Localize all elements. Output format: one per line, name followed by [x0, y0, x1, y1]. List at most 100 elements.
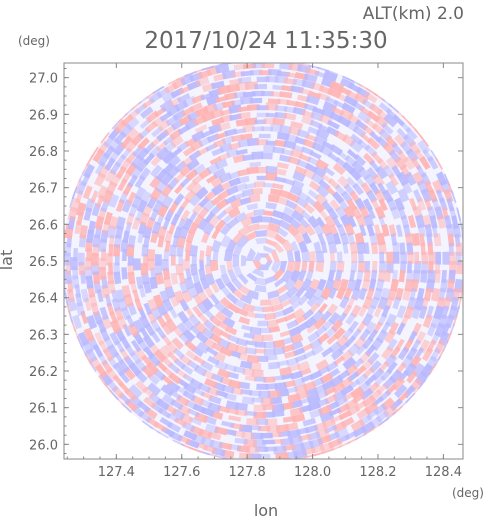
heatmap-cell [240, 216, 254, 228]
heatmap-cell [364, 344, 377, 357]
heatmap-cell [358, 304, 368, 318]
heatmap-cell [414, 251, 420, 265]
heatmap-cell [408, 140, 422, 155]
heatmap-cell [249, 97, 263, 104]
heatmap-cell [260, 216, 273, 223]
heatmap-cell [106, 344, 120, 359]
heatmap-cell [369, 103, 384, 116]
heatmap-cell [303, 202, 315, 214]
heatmap-cell [406, 370, 419, 384]
heatmap-cell [281, 270, 294, 284]
heatmap-cell [180, 209, 191, 222]
heatmap-cell [231, 231, 243, 244]
heatmap-cell [330, 348, 344, 361]
heatmap-cell [434, 322, 447, 338]
heatmap-cell [410, 112, 424, 125]
heatmap-cell [327, 63, 342, 69]
heatmap-cell [353, 153, 367, 167]
heatmap-cell [285, 199, 298, 210]
heatmap-cell [163, 249, 170, 261]
heatmap-cell [150, 164, 163, 178]
heatmap-cell [254, 55, 267, 61]
heatmap-cell [318, 63, 334, 66]
heatmap-cell [265, 228, 279, 239]
heatmap-cell [275, 452, 289, 459]
heatmap-cell [428, 131, 442, 147]
heatmap-cell [390, 206, 401, 220]
heatmap-cell [264, 312, 276, 321]
heatmap-cell [114, 153, 127, 168]
heatmap-cell [436, 363, 449, 379]
heatmap-cell [232, 254, 239, 267]
heatmap-cell [206, 255, 211, 266]
heatmap-cell [108, 262, 114, 275]
heatmap-cell [397, 346, 410, 361]
heatmap-cell [169, 134, 184, 148]
heatmap-cell [256, 166, 268, 174]
heatmap-cell [267, 390, 280, 398]
heatmap-cell [297, 294, 309, 306]
heatmap-cell [456, 251, 462, 265]
heatmap-cell [181, 290, 193, 303]
heatmap-cell [445, 347, 456, 362]
heatmap-cell [244, 182, 257, 190]
heatmap-cell [264, 348, 276, 356]
heatmap-cell [467, 224, 474, 238]
heatmap-cell [420, 188, 432, 203]
heatmap-cell [392, 296, 401, 310]
heatmap-cell [459, 314, 463, 329]
heatmap-cell [246, 354, 259, 364]
heatmap-cell [235, 337, 248, 347]
heatmap-cell [332, 232, 342, 245]
heatmap-cell [256, 139, 269, 146]
heatmap-cell [172, 235, 179, 248]
heatmap-cell [74, 284, 81, 298]
heatmap-cell [301, 250, 310, 262]
heatmap-cell [279, 366, 292, 376]
heatmap-cell [271, 261, 282, 275]
heatmap-cell [317, 303, 328, 315]
heatmap-cell [71, 348, 82, 362]
heatmap-cell [368, 78, 383, 90]
x-tick-label: 128.4 [425, 465, 462, 480]
heatmap-cell [161, 393, 176, 407]
heatmap-cell [293, 204, 306, 215]
heatmap-cell [283, 206, 296, 217]
heatmap-cell [282, 306, 295, 316]
heatmap-cell [300, 210, 312, 222]
heatmap-cell [270, 217, 282, 226]
heatmap-cell [332, 421, 347, 433]
heatmap-cell [237, 138, 251, 148]
heatmap-cell [283, 140, 297, 150]
heatmap-cell [80, 139, 94, 155]
heatmap-cell [182, 390, 196, 402]
heatmap-cell [226, 260, 233, 272]
heatmap-cell [205, 273, 216, 286]
heatmap-cell [344, 222, 355, 236]
heatmap-cell [407, 251, 414, 264]
heatmap-cell [393, 251, 400, 264]
heatmap-cell [312, 200, 326, 213]
heatmap-cell [101, 393, 114, 407]
heatmap-cell [354, 279, 362, 292]
heatmap-cell [350, 261, 358, 273]
heatmap-cell [228, 170, 241, 180]
heatmap-cell [248, 194, 261, 203]
heatmap-cell [363, 242, 370, 254]
heatmap-cell [415, 214, 426, 229]
heatmap-cell [307, 331, 320, 343]
heatmap-cell [371, 242, 379, 255]
heatmap-cell [157, 235, 165, 248]
heatmap-cell [306, 323, 319, 334]
heatmap-cell [294, 261, 301, 273]
heatmap-cell [385, 180, 399, 195]
heatmap-cell [193, 281, 204, 295]
heatmap-cell [416, 118, 429, 132]
heatmap-cell [113, 271, 122, 285]
heatmap-cell [349, 270, 356, 282]
heatmap-cell [464, 207, 472, 221]
heatmap-cell [238, 111, 251, 120]
heatmap-cell [260, 299, 272, 306]
heatmap-cell [234, 437, 248, 445]
heatmap-cell [214, 311, 228, 323]
